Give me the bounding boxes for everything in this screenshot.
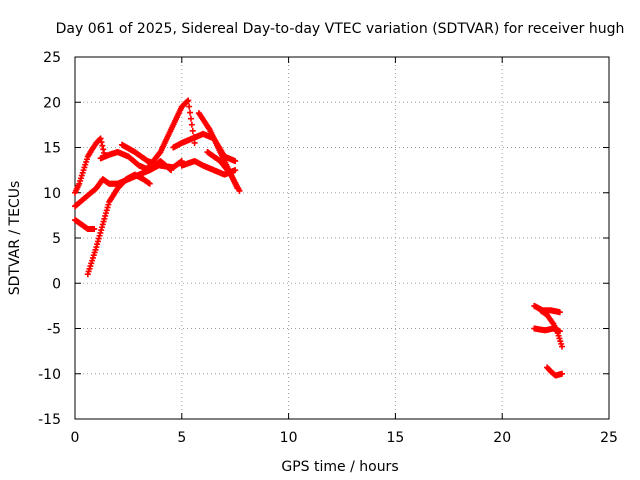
data-point (186, 103, 193, 110)
data-point (191, 139, 198, 146)
data-point (102, 210, 109, 217)
data-series (531, 325, 563, 335)
data-point (94, 241, 101, 248)
data-point (188, 121, 195, 128)
data-points (72, 97, 566, 379)
data-series (118, 141, 185, 171)
data-series (544, 364, 566, 379)
data-point (187, 109, 194, 116)
data-series (537, 307, 566, 350)
data-point (232, 158, 239, 165)
chart-title: Day 061 of 2025, Sidereal Day-to-day VTE… (56, 21, 625, 37)
y-tick-label: 5 (52, 231, 61, 247)
data-point (97, 135, 104, 142)
data-point (100, 146, 107, 153)
y-tick-label: -5 (47, 322, 61, 338)
data-point (98, 139, 105, 146)
data-point (146, 180, 153, 187)
data-point (185, 97, 192, 104)
data-point (559, 343, 566, 350)
data-point (93, 244, 100, 251)
data-point (99, 221, 106, 228)
data-series (146, 97, 198, 169)
x-tick-label: 0 (71, 430, 80, 446)
data-series (84, 171, 153, 278)
y-tick-label: 0 (52, 276, 61, 292)
data-point (104, 204, 111, 211)
x-axis-label: GPS time / hours (281, 459, 398, 475)
data-series (72, 135, 108, 196)
data-point (97, 229, 104, 236)
y-axis-label: SDTVAR / TECUs (7, 181, 23, 296)
data-point (189, 127, 196, 134)
x-axis: 0 5 10 15 20 25 (71, 57, 618, 446)
data-point (559, 370, 566, 377)
data-point (96, 232, 103, 239)
data-point (102, 212, 109, 219)
data-point (98, 227, 105, 234)
data-point (236, 187, 243, 194)
data-point (103, 207, 110, 214)
data-point (98, 224, 105, 231)
data-series (204, 149, 243, 194)
x-tick-label: 20 (493, 430, 511, 446)
data-point (94, 238, 101, 245)
data-point (105, 201, 112, 208)
y-tick-label: 10 (43, 186, 61, 202)
data-point (99, 142, 106, 149)
x-tick-label: 15 (386, 430, 404, 446)
grid (75, 57, 609, 419)
data-point (95, 235, 102, 242)
x-tick-label: 5 (177, 430, 186, 446)
y-tick-label: -15 (38, 412, 61, 428)
data-point (232, 167, 239, 174)
data-point (100, 218, 107, 225)
data-series (72, 216, 98, 232)
y-tick-label: 20 (43, 95, 61, 111)
data-point (91, 225, 98, 232)
x-tick-label: 25 (600, 430, 618, 446)
data-point (184, 98, 191, 105)
data-point (101, 215, 108, 222)
data-series (170, 130, 239, 165)
y-axis: -15 -10 -5 0 5 10 15 20 25 (38, 50, 609, 428)
x-tick-label: 10 (280, 430, 298, 446)
y-tick-label: 25 (43, 50, 61, 66)
data-point (556, 309, 563, 316)
y-tick-label: -10 (38, 367, 61, 383)
y-tick-label: 15 (43, 141, 61, 157)
data-point (187, 115, 194, 122)
